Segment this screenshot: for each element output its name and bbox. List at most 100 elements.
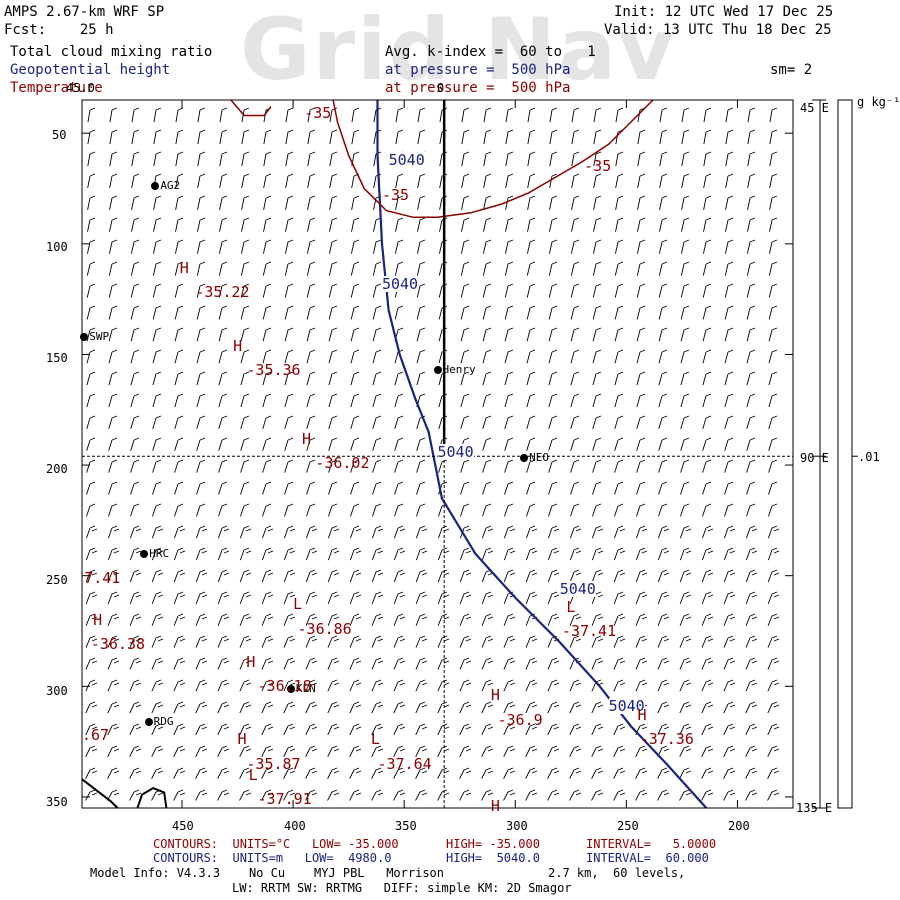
wind-barb-flag <box>221 393 228 397</box>
wind-barb-shaft <box>547 769 553 779</box>
wind-barb-shaft <box>504 329 509 342</box>
wind-barb-flag <box>749 547 756 551</box>
wind-barb <box>217 679 230 692</box>
wind-barb-flag <box>771 261 778 265</box>
wind-barb-shaft <box>151 615 157 626</box>
wind-barb-shaft <box>459 549 465 561</box>
wind-barb-shaft <box>261 747 267 757</box>
wind-barb-shaft <box>306 241 311 254</box>
wind-barb <box>459 613 472 626</box>
wind-barb-shaft <box>592 417 597 429</box>
wind-barb <box>437 657 450 670</box>
wind-barb-flag <box>639 415 646 419</box>
wind-barb-flag <box>597 726 604 730</box>
wind-barb <box>175 107 184 123</box>
wind-barb-flag <box>397 371 404 375</box>
wind-barb-shaft <box>328 263 333 276</box>
wind-barb-flag <box>683 283 690 287</box>
wind-barb <box>569 547 582 561</box>
wind-barb <box>262 371 272 386</box>
wind-barb-flag <box>375 591 382 595</box>
wind-barb <box>152 349 162 364</box>
wind-barb <box>107 635 120 648</box>
wind-barb <box>613 767 626 779</box>
wind-barb-shaft <box>130 483 135 495</box>
wind-barb-flag <box>177 569 184 573</box>
wind-barb-shaft <box>549 131 553 145</box>
wind-barb <box>327 723 340 736</box>
wind-barb-shaft <box>745 637 751 648</box>
wind-barb-shaft <box>109 175 113 189</box>
wind-barb-flag <box>485 459 492 463</box>
wind-barb-flag <box>485 305 492 309</box>
wind-barb-flag <box>287 349 294 353</box>
temperature-label: -35.22 <box>195 283 250 302</box>
wind-barb-flag <box>529 591 536 595</box>
wind-barb-shaft <box>548 483 553 495</box>
wind-barb-flag <box>507 151 514 155</box>
wind-barb-flag <box>155 173 162 177</box>
wind-barb-flag <box>221 459 228 463</box>
wind-barb-shaft <box>767 659 773 670</box>
wind-barb-flag <box>529 635 536 639</box>
wind-barb <box>723 569 736 583</box>
wind-barb <box>175 129 184 145</box>
wind-barb-flag <box>509 528 516 532</box>
wind-barb-flag <box>661 415 668 419</box>
wind-barb-shaft <box>481 725 487 736</box>
wind-barb <box>217 745 230 757</box>
wind-barb-shaft <box>239 747 245 757</box>
wind-barb-shaft <box>219 219 223 232</box>
right-label-90e: 90 E <box>800 451 829 465</box>
wind-barb <box>107 723 120 736</box>
wind-barb <box>635 613 648 626</box>
wind-barb-flag <box>529 437 536 441</box>
wind-barb-shaft <box>548 329 553 342</box>
wind-barb <box>547 701 560 714</box>
wind-barb-flag <box>179 594 186 598</box>
wind-barb <box>768 283 778 298</box>
wind-barb-flag <box>465 594 472 598</box>
wind-barb <box>350 415 360 429</box>
wind-barb <box>306 481 316 495</box>
wind-barb <box>747 217 756 232</box>
wind-barb <box>505 151 514 167</box>
wind-barb <box>108 327 118 342</box>
wind-barb-shaft <box>679 615 685 626</box>
wind-barb-flag <box>111 789 118 793</box>
wind-barb <box>85 789 98 801</box>
wind-barb-shaft <box>415 681 421 692</box>
wind-barb-flag <box>419 217 426 221</box>
wind-barb-shaft <box>439 109 443 123</box>
wind-barb-flag <box>683 393 690 397</box>
wind-barb-shaft <box>547 703 553 714</box>
wind-barb-shaft <box>327 791 333 801</box>
wind-barb-shaft <box>306 417 311 429</box>
wind-barb-flag <box>421 770 428 774</box>
wind-barb-flag <box>199 393 206 397</box>
wind-barb-flag <box>661 437 668 441</box>
wind-barb <box>328 349 338 364</box>
wind-barb-shaft <box>351 109 355 123</box>
wind-barb-shaft <box>702 417 707 429</box>
wind-barb-flag <box>199 239 206 243</box>
wind-barb-shaft <box>746 351 751 364</box>
wind-barb <box>349 525 362 539</box>
wind-barb-shaft <box>262 483 267 495</box>
wind-barb-shaft <box>724 285 729 298</box>
wind-barb-shaft <box>151 681 157 692</box>
wind-barb-flag <box>617 371 624 375</box>
wind-barb-shaft <box>701 681 707 692</box>
wind-barb-shaft <box>284 439 289 451</box>
wind-barb-flag <box>311 792 318 796</box>
wind-barb-flag <box>727 503 734 507</box>
wind-barb-flag <box>243 283 250 287</box>
wind-barb <box>218 481 228 495</box>
wind-barb-flag <box>309 591 316 595</box>
wind-barb-flag <box>353 349 360 353</box>
wind-barb-shaft <box>394 351 399 364</box>
wind-barb-shaft <box>239 703 245 714</box>
wind-barb-shaft <box>415 615 421 626</box>
wind-barb-flag <box>595 327 602 331</box>
wind-barb-shaft <box>725 197 729 210</box>
